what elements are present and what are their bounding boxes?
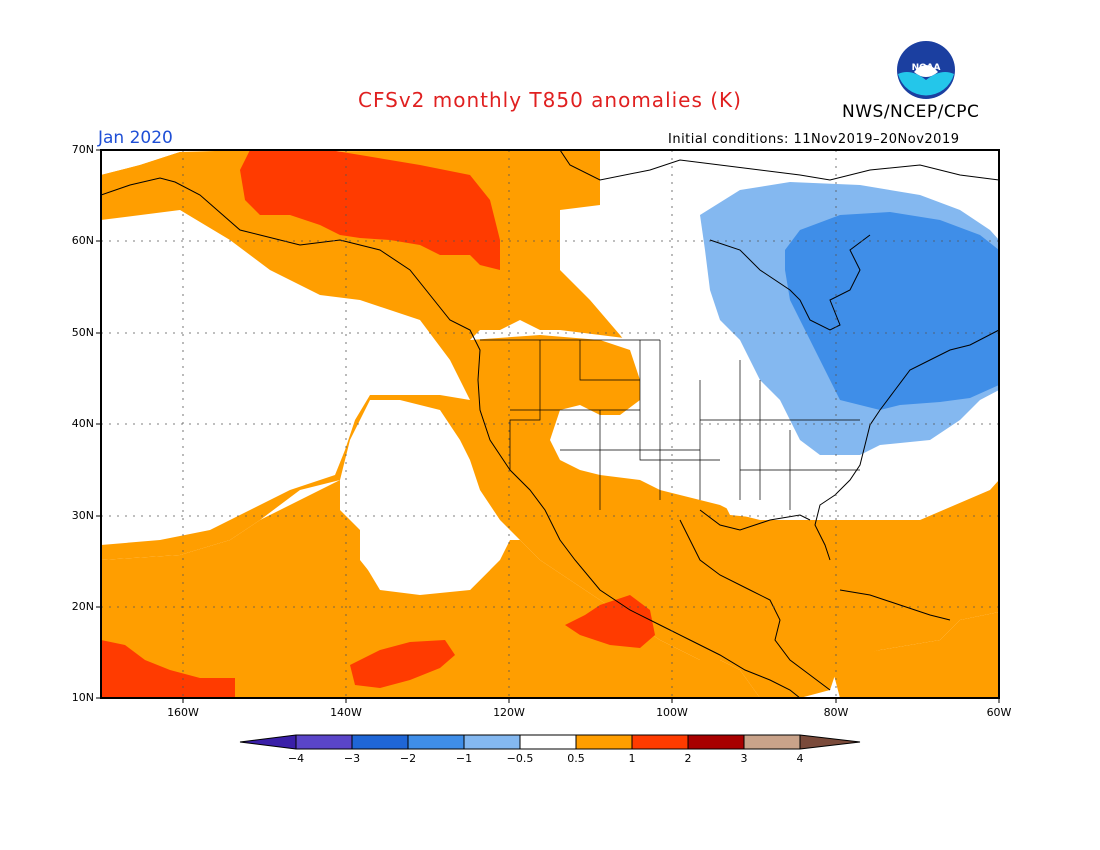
colorbar-label: −3 xyxy=(343,752,361,765)
colorbar-label: 1 xyxy=(628,752,636,765)
lat-label-20n: 20N xyxy=(71,600,94,613)
graticule xyxy=(101,150,999,698)
colorbar-arrow-low xyxy=(240,735,296,749)
anomaly-region-orange-northwest xyxy=(101,150,560,330)
lon-label-60w: 60W xyxy=(986,706,1012,719)
colorbar-swatch xyxy=(408,735,464,749)
map-title: CFSv2 monthly T850 anomalies (K) xyxy=(358,88,742,112)
lat-label-60n: 60N xyxy=(71,234,94,247)
anomaly-region-neutral-subtropical xyxy=(360,515,500,595)
noaa-logo: NOAA xyxy=(897,41,955,99)
anomaly-region-blue-quebec xyxy=(785,212,999,410)
anomaly-region-neutral-us-plains xyxy=(470,320,800,520)
lat-label-70n: 70N xyxy=(71,143,94,156)
lon-label-80w: 80W xyxy=(823,706,849,719)
colorbar-label: 4 xyxy=(796,752,804,765)
svg-text:NOAA: NOAA xyxy=(912,63,941,73)
lat-label-30n: 30N xyxy=(71,509,94,522)
tick-marks xyxy=(96,149,1000,703)
anomaly-region-red-mid-pacific xyxy=(350,640,455,688)
anomaly-region-red-mexico-pacific xyxy=(565,595,655,648)
lon-label-160w: 160W xyxy=(167,706,199,719)
colorbar-label: −1 xyxy=(455,752,473,765)
colorbar-label: 2 xyxy=(684,752,692,765)
colorbar-label: −0.5 xyxy=(506,752,534,765)
colorbar-label: 0.5 xyxy=(567,752,585,765)
colorbar-swatch xyxy=(464,735,520,749)
coastlines xyxy=(101,150,999,698)
anomaly-region-neutral-central-pacific xyxy=(101,210,470,545)
lon-label-140w: 140W xyxy=(330,706,362,719)
state-borders xyxy=(480,339,860,510)
lat-label-40n: 40N xyxy=(71,417,94,430)
anomaly-region-orange-caribbean xyxy=(830,612,999,698)
anomaly-region-red-alaska xyxy=(240,150,500,270)
colorbar-swatch xyxy=(744,735,800,749)
lat-label-50n: 50N xyxy=(71,326,94,339)
colorbar-swatch xyxy=(576,735,632,749)
colorbar-swatch xyxy=(296,735,352,749)
colorbar-swatch xyxy=(352,735,408,749)
anomaly-region-red-west-tropics xyxy=(101,640,235,698)
colorbar-label: 3 xyxy=(740,752,748,765)
lat-label-10n: 10N xyxy=(71,691,94,704)
lon-label-100w: 100W xyxy=(656,706,688,719)
colorbar-swatch xyxy=(688,735,744,749)
agency-label: NWS/NCEP/CPC xyxy=(842,102,980,122)
lon-label-120w: 120W xyxy=(493,706,525,719)
colorbar-swatch xyxy=(520,735,576,749)
colorbar-label: −2 xyxy=(399,752,417,765)
colorbar-arrow-high xyxy=(800,735,860,749)
forecast-month: Jan 2020 xyxy=(98,128,173,148)
initial-conditions: Initial conditions: 11Nov2019–20Nov2019 xyxy=(668,132,960,147)
colorbar-label: −4 xyxy=(287,752,305,765)
colorbar-swatch xyxy=(632,735,688,749)
